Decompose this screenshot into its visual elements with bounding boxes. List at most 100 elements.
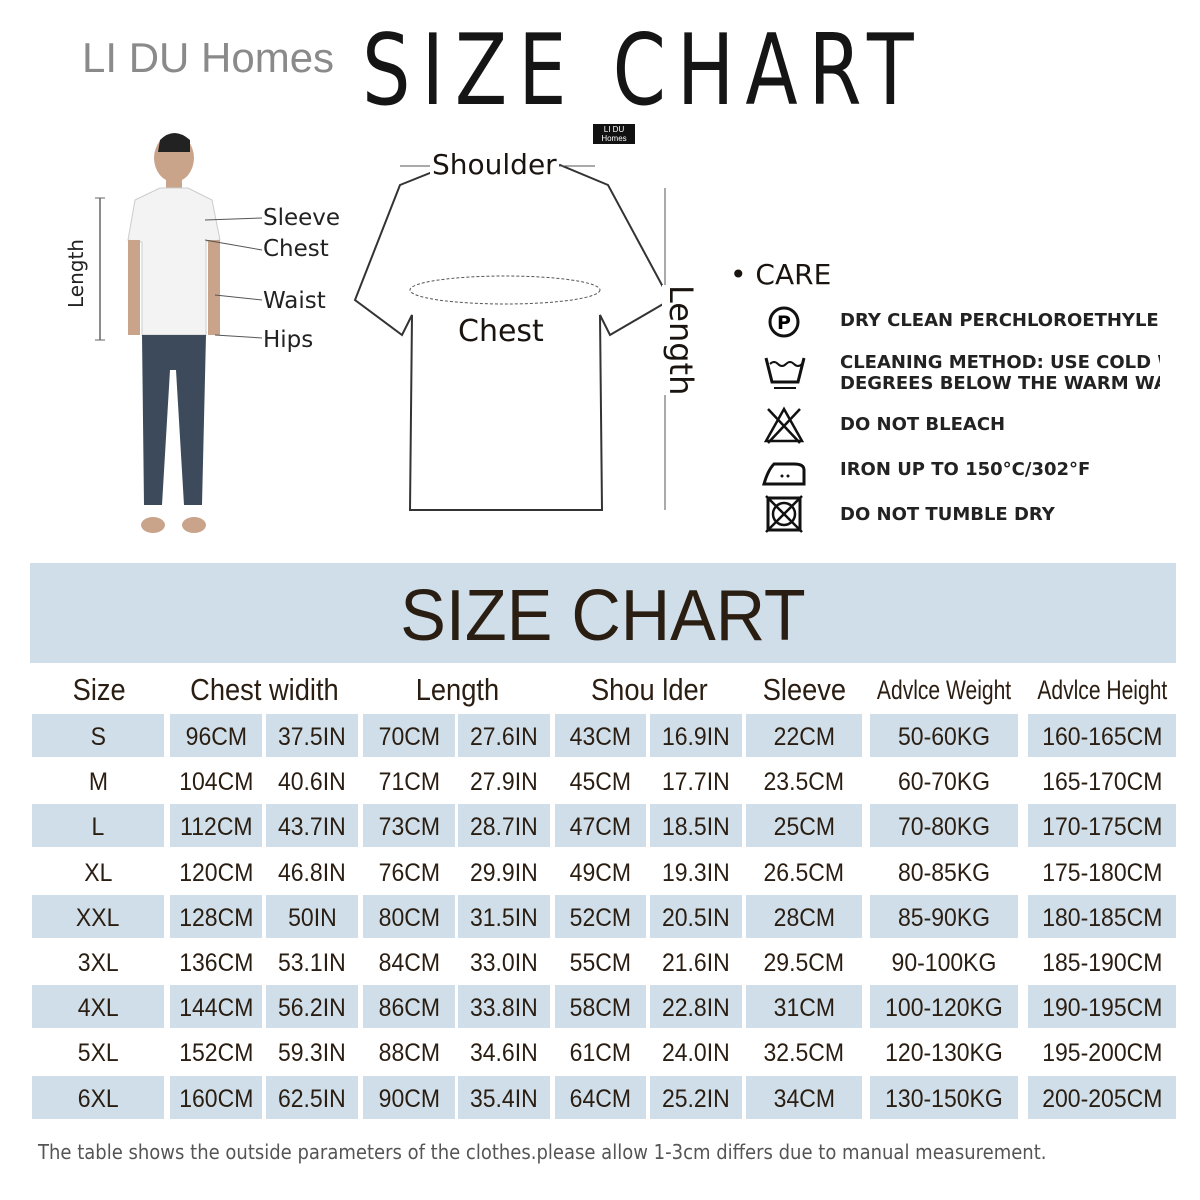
cell-text: 45CM xyxy=(569,768,632,797)
cell-text: 136CM xyxy=(178,949,254,977)
cell-text: 160-165CM xyxy=(1041,723,1163,751)
cell-height: 165-170CM xyxy=(1028,759,1176,802)
cell-shoulder-cm: 47CM xyxy=(555,804,646,848)
cell-shoulder-cm: 45CM xyxy=(555,759,646,802)
cell-text: XL xyxy=(83,858,113,887)
model-figure-illustration xyxy=(95,133,221,533)
care-text: IRON UP TO 150°C/302°F xyxy=(840,459,1091,480)
cell-text: 23.5CM xyxy=(763,768,845,797)
care-text-line2: DEGREES BELOW THE WARM WA xyxy=(840,373,1160,394)
cell-weight: 85-90KG xyxy=(870,894,1018,938)
cell-text: 34CM xyxy=(773,1084,835,1113)
cell-weight: 60-70KG xyxy=(870,759,1018,802)
cell-size: M xyxy=(32,759,164,802)
care-text: DRY CLEAN PERCHLOROETHYLEN xyxy=(840,310,1160,331)
cell-text: 6XL xyxy=(77,1084,119,1113)
cell-text: 185-190CM xyxy=(1041,949,1163,977)
cell-text: 18.5IN xyxy=(662,813,730,842)
cell-text: 55CM xyxy=(569,949,632,977)
column-header: Chest widith xyxy=(170,668,358,712)
cell-length-in: 34.6IN xyxy=(458,1030,550,1073)
cell-shoulder-in: 20.5IN xyxy=(650,894,742,938)
care-text: DO NOT TUMBLE DRY xyxy=(840,504,1055,525)
cell-height: 200-205CM xyxy=(1028,1075,1176,1119)
cell-text: 28CM xyxy=(773,903,835,932)
cell-sleeve: 31CM xyxy=(746,985,862,1029)
cell-text: 33.0IN xyxy=(470,949,538,977)
cell-weight: 90-100KG xyxy=(870,940,1018,983)
cell-text: 80CM xyxy=(378,903,440,932)
cell-text: 33.8IN xyxy=(470,994,538,1023)
cell-text: 52CM xyxy=(569,903,632,932)
cell-text: 16.9IN xyxy=(662,723,730,751)
cell-length-cm: 70CM xyxy=(363,714,455,757)
cell-shoulder-cm: 52CM xyxy=(555,894,646,938)
cell-sleeve: 29.5CM xyxy=(746,940,862,983)
cell-text: 24.0IN xyxy=(662,1039,730,1068)
size-chart-title: SIZE CHART xyxy=(400,576,806,656)
cell-height: 185-190CM xyxy=(1028,940,1176,983)
cell-size: XL xyxy=(32,850,164,893)
cell-text: 31CM xyxy=(773,994,835,1023)
cell-chest-in: 53.1IN xyxy=(266,940,358,983)
cell-shoulder-in: 21.6IN xyxy=(650,940,742,983)
cell-chest-in: 59.3IN xyxy=(266,1030,358,1073)
figure-label-hips: Hips xyxy=(263,327,314,353)
cell-text: 61CM xyxy=(569,1039,632,1068)
cell-length-in: 29.9IN xyxy=(458,850,550,893)
care-text: CLEANING METHOD: USE COLD W DEGREES BELOW… xyxy=(840,352,1160,394)
cell-shoulder-in: 25.2IN xyxy=(650,1075,742,1119)
cell-shoulder-in: 24.0IN xyxy=(650,1030,742,1073)
care-item: DO NOT BLEACH xyxy=(760,405,1005,445)
cell-sleeve: 32.5CM xyxy=(746,1030,862,1073)
cell-size: S xyxy=(32,714,164,757)
cell-sleeve: 34CM xyxy=(746,1075,862,1119)
cell-shoulder-in: 17.7IN xyxy=(650,759,742,802)
do-not-bleach-icon xyxy=(763,406,805,444)
cell-text: 50-60KG xyxy=(897,723,991,751)
cell-text: 22CM xyxy=(773,723,835,751)
cell-text: 32.5CM xyxy=(763,1039,845,1068)
cell-text: 128CM xyxy=(178,903,254,932)
page-title: SIZE CHART xyxy=(362,14,925,128)
column-header: Shou lder xyxy=(555,668,743,712)
cell-height: 195-200CM xyxy=(1028,1030,1176,1073)
cell-text: 29.9IN xyxy=(470,858,538,887)
cell-text: 4XL xyxy=(77,994,119,1023)
cell-text: 70-80KG xyxy=(897,813,991,842)
cell-weight: 50-60KG xyxy=(870,714,1018,757)
column-header-text: Shou lder xyxy=(590,672,708,707)
cell-chest-cm: 160CM xyxy=(170,1075,262,1119)
cell-chest-cm: 104CM xyxy=(170,759,262,802)
cell-height: 180-185CM xyxy=(1028,894,1176,938)
cell-text: 195-200CM xyxy=(1041,1039,1163,1068)
cell-text: 165-170CM xyxy=(1041,768,1163,797)
cell-text: 71CM xyxy=(378,768,440,797)
cell-chest-cm: 136CM xyxy=(170,940,262,983)
cell-text: 200-205CM xyxy=(1041,1084,1163,1113)
cell-height: 175-180CM xyxy=(1028,850,1176,893)
cell-text: 25.2IN xyxy=(662,1084,730,1113)
cell-text: 100-120KG xyxy=(885,994,1003,1023)
cell-shoulder-cm: 61CM xyxy=(555,1030,646,1073)
cell-length-cm: 80CM xyxy=(363,894,455,938)
cell-text: 70CM xyxy=(378,723,440,751)
column-header-text: Advlce Height xyxy=(1037,675,1167,705)
cell-shoulder-cm: 43CM xyxy=(555,714,646,757)
column-header-text: Advlce Weight xyxy=(876,675,1012,705)
cell-text: 175-180CM xyxy=(1041,858,1163,887)
cell-length-in: 35.4IN xyxy=(458,1075,550,1119)
cell-length-in: 31.5IN xyxy=(458,894,550,938)
dry-clean-p-icon: P xyxy=(768,306,800,338)
cell-length-in: 28.7IN xyxy=(458,804,550,848)
badge-line2: Homes xyxy=(601,134,627,143)
size-chart-banner: SIZE CHART xyxy=(30,563,1176,663)
cell-text: 47CM xyxy=(569,813,632,842)
shirt-label-chest: Chest xyxy=(458,314,544,349)
cell-height: 190-195CM xyxy=(1028,985,1176,1029)
cell-text: 43CM xyxy=(569,723,632,751)
cell-text: 27.9IN xyxy=(470,768,538,797)
cell-chest-cm: 144CM xyxy=(170,985,262,1029)
cell-text: 40.6IN xyxy=(278,768,346,797)
